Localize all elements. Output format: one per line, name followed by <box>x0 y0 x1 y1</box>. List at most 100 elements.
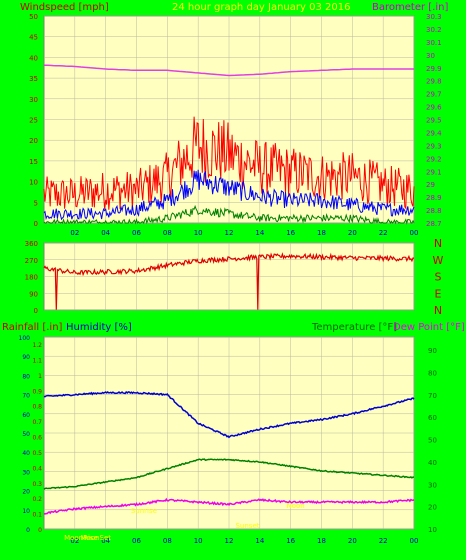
wind-x-tick-label: 14 <box>255 229 264 237</box>
wind-y-tick-label: 35 <box>29 75 38 83</box>
rain-y-tick-label: 0.6 <box>32 435 42 442</box>
humidity-y-tick-label: 0 <box>26 527 30 534</box>
climate-x-tick-label: 00 <box>410 537 419 545</box>
dewpoint-line <box>43 497 415 515</box>
rain-y-tick-label: 0.2 <box>32 496 42 503</box>
humidity-y-tick-label: 70 <box>22 393 30 400</box>
humidity-y-tick-label: 90 <box>22 354 30 361</box>
temp-y-tick-label: 30 <box>428 481 437 489</box>
wind-x-tick-label: 08 <box>163 229 172 237</box>
humidity-y-tick-label: 10 <box>22 508 30 515</box>
grid-layer <box>44 15 415 530</box>
humidity-title: Humidity [%] <box>66 322 132 333</box>
rain-y-tick-label: 0 <box>38 527 42 534</box>
graph-title: 24 hour graph day January 03 2016 <box>172 2 350 13</box>
direction-compass-label: E <box>435 287 442 300</box>
climate-x-tick-label: 22 <box>379 537 388 545</box>
wind-x-tick-label: 20 <box>348 229 357 237</box>
climate-x-tick-label: 18 <box>317 537 326 545</box>
temp-y-tick-label: 80 <box>428 369 437 377</box>
barometer-y-tick-label: 30.3 <box>426 13 442 21</box>
axes-layer: 0510152025303540455028.728.828.92929.129… <box>19 13 444 545</box>
temp-y-tick-label: 70 <box>428 392 437 400</box>
direction-compass-label: W <box>433 254 444 267</box>
wind-y-tick-label: 25 <box>29 117 38 125</box>
barometer-y-tick-label: 29.4 <box>426 129 442 137</box>
event-annotation: Sunset <box>235 522 259 530</box>
rain-y-tick-label: 1.1 <box>32 357 42 364</box>
wind-direction-line <box>43 252 415 310</box>
direction-y-tick-label: 180 <box>25 274 38 282</box>
wind-y-tick-label: 40 <box>29 54 38 62</box>
climate-x-tick-label: 12 <box>225 537 234 545</box>
humidity-y-tick-label: 60 <box>22 412 30 419</box>
temp-y-tick-label: 50 <box>428 437 437 445</box>
dewpoint-title: Dew Point [°F] <box>393 322 465 333</box>
barometer-y-tick-label: 29.1 <box>426 168 442 176</box>
temp-y-tick-label: 20 <box>428 504 437 512</box>
climate-x-tick-label: 20 <box>348 537 357 545</box>
temperature-line <box>43 458 414 490</box>
event-annotation: MoonSet <box>81 534 112 542</box>
barometer-y-tick-label: 30 <box>426 52 435 60</box>
direction-compass-label: N <box>434 237 442 250</box>
humidity-y-tick-label: 100 <box>19 335 31 342</box>
wind-y-tick-label: 10 <box>29 179 38 187</box>
barometer-y-tick-label: 30.1 <box>426 39 442 47</box>
wind-title: Windspeed [mph] <box>20 2 109 13</box>
rainfall-title: Rainfall [.in] <box>2 322 63 333</box>
wind-y-tick-label: 45 <box>29 34 38 42</box>
barometer-y-tick-label: 29.3 <box>426 142 442 150</box>
wind-x-tick-label: 02 <box>70 229 79 237</box>
rain-y-tick-label: 0.9 <box>32 388 42 395</box>
barometer-y-tick-label: 29.9 <box>426 65 442 73</box>
wind-y-tick-label: 15 <box>29 158 38 166</box>
direction-y-tick-label: 0 <box>34 307 38 315</box>
humidity-y-tick-label: 80 <box>22 373 30 380</box>
rain-y-tick-label: 0.1 <box>32 512 42 519</box>
event-annotation: MoonRise <box>64 534 98 542</box>
wind-x-tick-label: 04 <box>101 229 110 237</box>
series-layer <box>43 64 415 515</box>
humidity-y-tick-label: 50 <box>22 431 30 438</box>
barometer-y-tick-label: 28.8 <box>426 207 442 215</box>
wind-x-tick-label: 12 <box>225 229 234 237</box>
direction-compass-label: S <box>435 271 442 284</box>
wind-y-tick-label: 0 <box>34 220 38 228</box>
rain-y-tick-label: 0.4 <box>32 465 42 472</box>
rain-y-tick-label: 0.8 <box>32 404 42 411</box>
temp-y-tick-label: 60 <box>428 414 437 422</box>
rain-y-tick-label: 0.7 <box>32 419 42 426</box>
rain-y-tick-label: 1.2 <box>32 342 42 349</box>
direction-y-tick-label: 270 <box>25 257 38 265</box>
barometer-y-tick-label: 28.7 <box>426 220 442 228</box>
barometer-y-tick-label: 29 <box>426 181 435 189</box>
wind-avg-line <box>43 169 415 221</box>
humidity-y-tick-label: 40 <box>22 450 30 457</box>
rain-y-tick-label: 0.5 <box>32 450 42 457</box>
barometer-y-tick-label: 29.2 <box>426 155 442 163</box>
climate-x-tick-label: 10 <box>194 537 203 545</box>
direction-compass-label: N <box>434 304 442 317</box>
climate-x-tick-label: 06 <box>132 537 141 545</box>
temp-y-tick-label: 90 <box>428 347 437 355</box>
temp-y-tick-label: 40 <box>428 459 437 467</box>
barometer-y-tick-label: 29.6 <box>426 104 442 112</box>
wind-y-tick-label: 5 <box>34 199 38 207</box>
climate-x-tick-label: 14 <box>255 537 264 545</box>
barometer-line <box>43 64 414 77</box>
wind-low-line <box>43 204 415 225</box>
barometer-y-tick-label: 29.7 <box>426 91 442 99</box>
rain-y-tick-label: 1 <box>38 373 42 380</box>
climate-x-tick-label: 04 <box>101 537 110 545</box>
temp-y-tick-label: 10 <box>428 526 437 534</box>
barometer-y-tick-label: 29.5 <box>426 117 442 125</box>
humidity-y-tick-label: 20 <box>22 489 30 496</box>
wind-x-tick-label: 22 <box>379 229 388 237</box>
barometer-y-tick-label: 30.2 <box>426 26 442 34</box>
wind-x-tick-label: 06 <box>132 229 141 237</box>
wind-x-tick-label: 00 <box>410 229 419 237</box>
event-annotation: Sunrise <box>131 507 157 515</box>
